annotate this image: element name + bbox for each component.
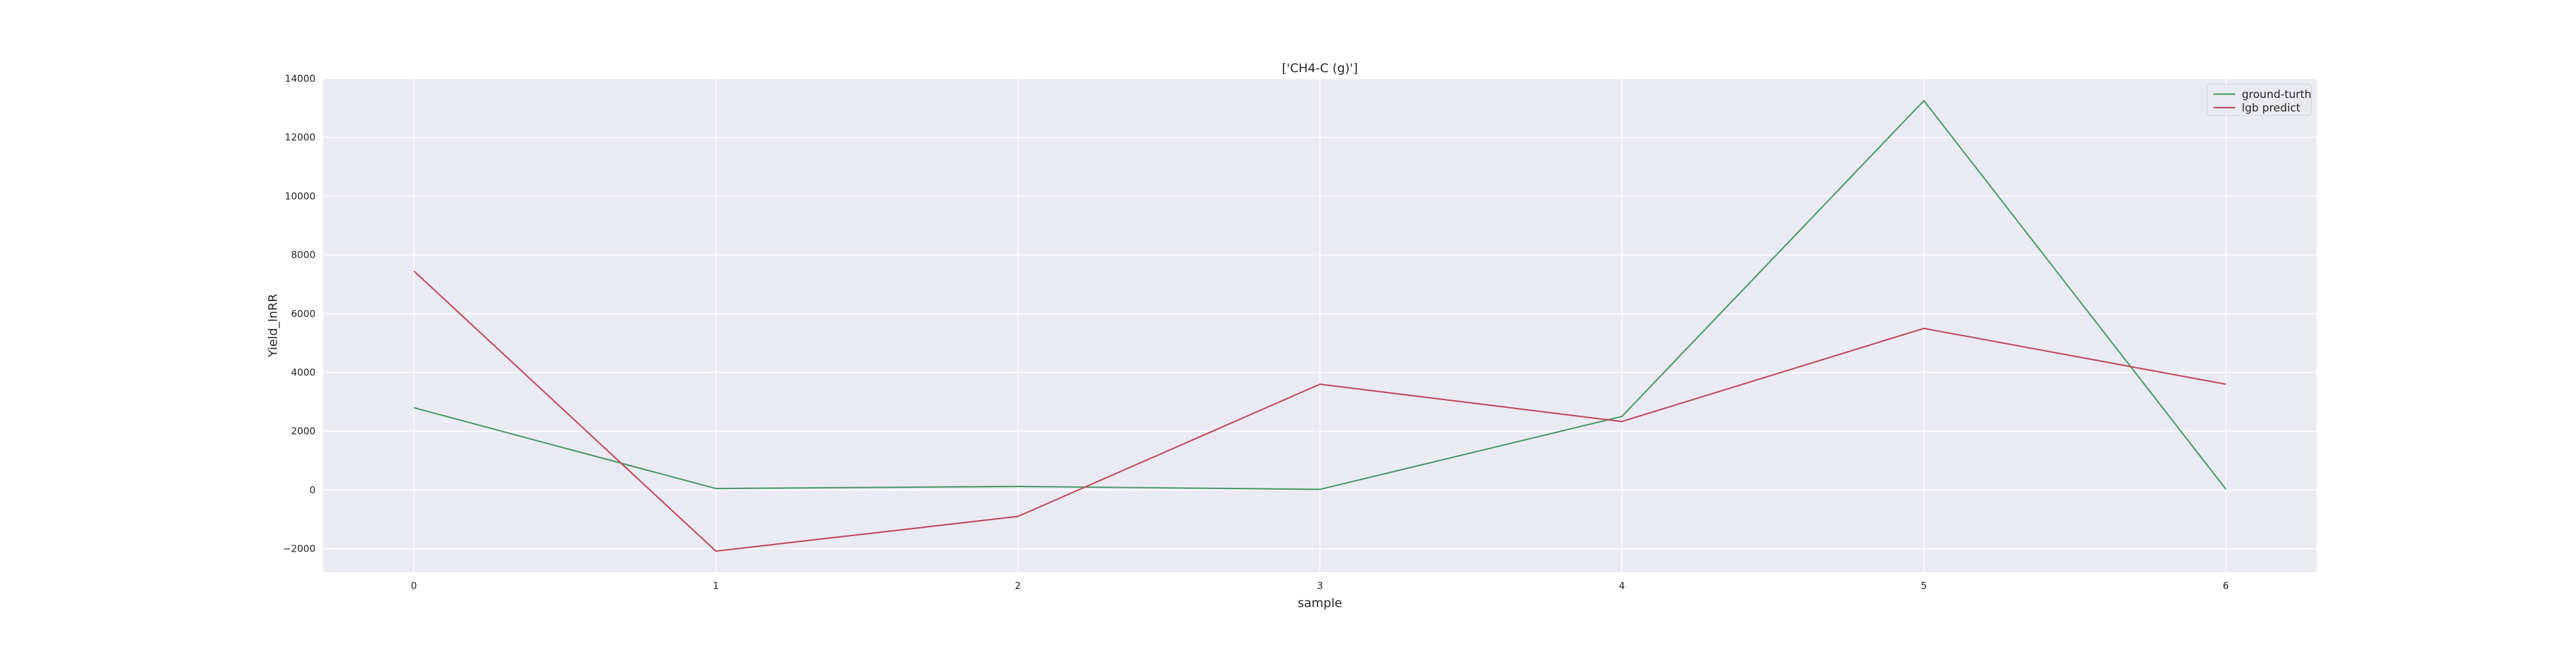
x-tick-label: 5 bbox=[1921, 580, 1927, 592]
series-layer bbox=[413, 100, 2227, 552]
y-tick-label: 4000 bbox=[291, 367, 316, 378]
x-tick-label: 0 bbox=[411, 580, 417, 592]
legend-label-0: ground-turth bbox=[2242, 88, 2311, 101]
legend-label-1: lgb predict bbox=[2242, 102, 2300, 115]
series-line-1 bbox=[413, 270, 2226, 552]
y-tick-label: 12000 bbox=[285, 131, 316, 143]
x-tick-label: 3 bbox=[1317, 580, 1323, 592]
x-tick-label: 6 bbox=[2223, 580, 2230, 592]
y-tick-label: 0 bbox=[309, 484, 316, 496]
series-line-0 bbox=[413, 100, 2227, 490]
x-axis-label: sample bbox=[1298, 596, 1342, 610]
x-tick-label: 4 bbox=[1619, 580, 1625, 592]
y-tick-label: 8000 bbox=[291, 249, 316, 261]
ticks-layer: −2000 0 2000 4000 6000 8000 10000 12000 14000 0 1 2… bbox=[283, 73, 2229, 592]
x-tick-label: 2 bbox=[1015, 580, 1021, 592]
chart-title: ['CH4-C (g)'] bbox=[1282, 61, 1358, 75]
y-tick-label: 14000 bbox=[285, 73, 316, 84]
x-tick-label: 1 bbox=[713, 580, 719, 592]
y-axis-label: Yield_lnRR bbox=[266, 294, 280, 358]
y-tick-label: 10000 bbox=[285, 190, 316, 202]
y-tick-label: 6000 bbox=[291, 308, 316, 320]
y-tick-label: 2000 bbox=[291, 425, 316, 437]
y-tick-label: −2000 bbox=[283, 543, 316, 555]
